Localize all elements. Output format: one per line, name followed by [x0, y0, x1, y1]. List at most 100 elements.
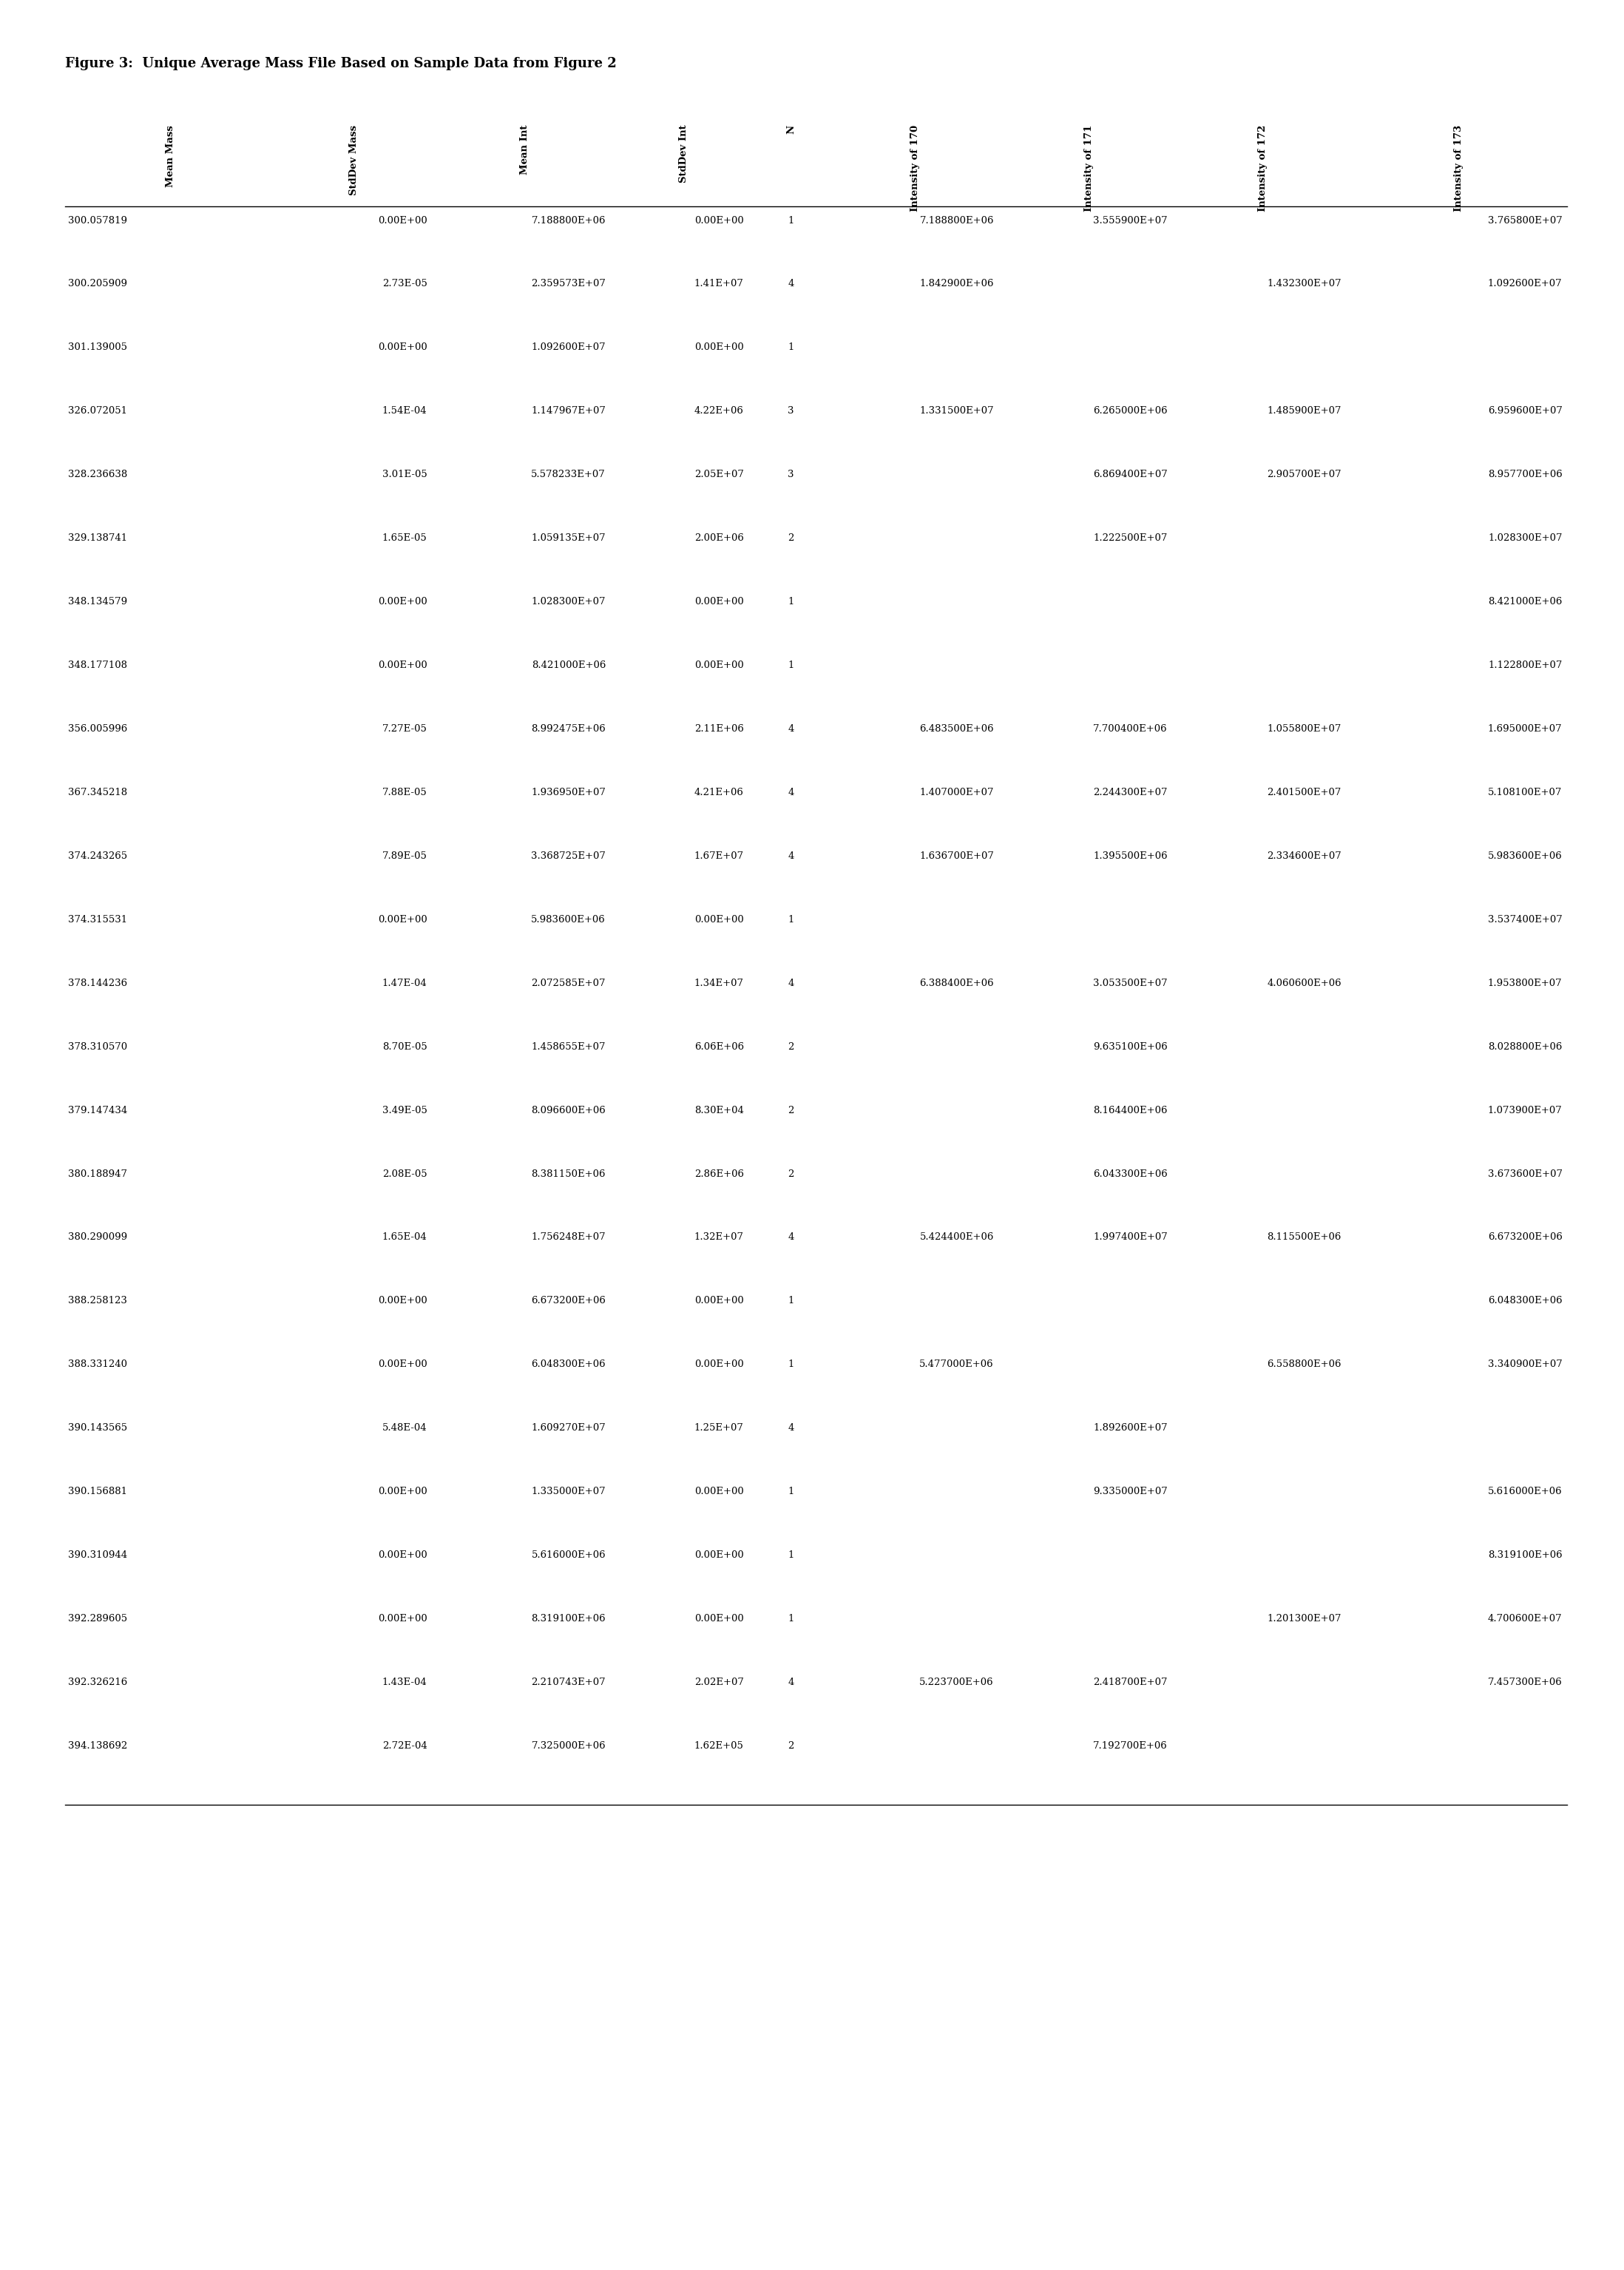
- Text: Intensity of 170: Intensity of 170: [911, 125, 919, 211]
- Text: 2.072585E+07: 2.072585E+07: [531, 978, 606, 987]
- Text: 5.223700E+06: 5.223700E+06: [919, 1678, 994, 1687]
- Text: 1.47E-04: 1.47E-04: [382, 978, 427, 987]
- Text: 1: 1: [788, 1614, 794, 1623]
- Text: 0.00E+00: 0.00E+00: [695, 597, 744, 606]
- Text: Figure 3:  Unique Average Mass File Based on Sample Data from Figure 2: Figure 3: Unique Average Mass File Based…: [65, 57, 617, 70]
- Text: 3.053500E+07: 3.053500E+07: [1093, 978, 1168, 987]
- Text: 2.02E+07: 2.02E+07: [695, 1678, 744, 1687]
- Text: 4.700600E+07: 4.700600E+07: [1488, 1614, 1562, 1623]
- Text: 390.310944: 390.310944: [68, 1550, 127, 1559]
- Text: 2.244300E+07: 2.244300E+07: [1093, 788, 1168, 797]
- Text: 8.992475E+06: 8.992475E+06: [531, 724, 606, 733]
- Text: 3.555900E+07: 3.555900E+07: [1093, 216, 1168, 225]
- Text: 4.22E+06: 4.22E+06: [695, 406, 744, 415]
- Text: Intensity of 171: Intensity of 171: [1085, 125, 1093, 211]
- Text: Intensity of 172: Intensity of 172: [1259, 125, 1267, 211]
- Text: 8.164400E+06: 8.164400E+06: [1093, 1105, 1168, 1115]
- Text: 5.108100E+07: 5.108100E+07: [1488, 788, 1562, 797]
- Text: Mean Mass: Mean Mass: [166, 125, 175, 186]
- Text: 3.49E-05: 3.49E-05: [382, 1105, 427, 1115]
- Text: 348.134579: 348.134579: [68, 597, 127, 606]
- Text: 0.00E+00: 0.00E+00: [695, 1296, 744, 1305]
- Text: 4: 4: [788, 1678, 794, 1687]
- Text: 1.43E-04: 1.43E-04: [382, 1678, 427, 1687]
- Text: 0.00E+00: 0.00E+00: [695, 1614, 744, 1623]
- Text: 1.092600E+07: 1.092600E+07: [531, 343, 606, 352]
- Text: 3: 3: [788, 470, 794, 479]
- Text: 4: 4: [788, 1423, 794, 1432]
- Text: 3: 3: [788, 406, 794, 415]
- Text: 0.00E+00: 0.00E+00: [695, 343, 744, 352]
- Text: 2.73E-05: 2.73E-05: [382, 279, 427, 288]
- Text: 0.00E+00: 0.00E+00: [695, 1360, 744, 1369]
- Text: 4: 4: [788, 1233, 794, 1242]
- Text: 0.00E+00: 0.00E+00: [378, 1550, 427, 1559]
- Text: 6.558800E+06: 6.558800E+06: [1267, 1360, 1341, 1369]
- Text: 1: 1: [788, 1550, 794, 1559]
- Text: Intensity of 173: Intensity of 173: [1453, 125, 1463, 211]
- Text: 6.06E+06: 6.06E+06: [693, 1042, 744, 1051]
- Text: 2: 2: [788, 1169, 794, 1178]
- Text: 348.177108: 348.177108: [68, 661, 127, 670]
- Text: 1.331500E+07: 1.331500E+07: [919, 406, 994, 415]
- Text: 0.00E+00: 0.00E+00: [695, 1550, 744, 1559]
- Text: 1.695000E+07: 1.695000E+07: [1488, 724, 1562, 733]
- Text: 2.418700E+07: 2.418700E+07: [1093, 1678, 1168, 1687]
- Text: 6.673200E+06: 6.673200E+06: [531, 1296, 606, 1305]
- Text: 3.340900E+07: 3.340900E+07: [1488, 1360, 1562, 1369]
- Text: 1: 1: [788, 661, 794, 670]
- Text: 2.86E+06: 2.86E+06: [693, 1169, 744, 1178]
- Text: 3.01E-05: 3.01E-05: [382, 470, 427, 479]
- Text: 0.00E+00: 0.00E+00: [695, 915, 744, 924]
- Text: 6.048300E+06: 6.048300E+06: [1488, 1296, 1562, 1305]
- Text: 374.243265: 374.243265: [68, 851, 127, 860]
- Text: 7.457300E+06: 7.457300E+06: [1488, 1678, 1562, 1687]
- Text: 4: 4: [788, 978, 794, 987]
- Text: 7.88E-05: 7.88E-05: [382, 788, 427, 797]
- Text: 1.756248E+07: 1.756248E+07: [531, 1233, 606, 1242]
- Text: 1: 1: [788, 216, 794, 225]
- Text: 392.326216: 392.326216: [68, 1678, 128, 1687]
- Text: 6.043300E+06: 6.043300E+06: [1093, 1169, 1168, 1178]
- Text: 8.957700E+06: 8.957700E+06: [1488, 470, 1562, 479]
- Text: 0.00E+00: 0.00E+00: [695, 661, 744, 670]
- Text: 5.477000E+06: 5.477000E+06: [919, 1360, 994, 1369]
- Text: 326.072051: 326.072051: [68, 406, 127, 415]
- Text: 6.869400E+07: 6.869400E+07: [1093, 470, 1168, 479]
- Text: 388.258123: 388.258123: [68, 1296, 127, 1305]
- Text: 374.315531: 374.315531: [68, 915, 127, 924]
- Text: 2: 2: [788, 533, 794, 543]
- Text: 2.401500E+07: 2.401500E+07: [1267, 788, 1341, 797]
- Text: 1.54E-04: 1.54E-04: [382, 406, 427, 415]
- Text: 1.842900E+06: 1.842900E+06: [919, 279, 994, 288]
- Text: 5.616000E+06: 5.616000E+06: [1488, 1487, 1562, 1496]
- Text: 1.25E+07: 1.25E+07: [695, 1423, 744, 1432]
- Text: 390.143565: 390.143565: [68, 1423, 127, 1432]
- Text: 2: 2: [788, 1741, 794, 1750]
- Text: 1.055800E+07: 1.055800E+07: [1267, 724, 1341, 733]
- Text: 3.765800E+07: 3.765800E+07: [1488, 216, 1562, 225]
- Text: 356.005996: 356.005996: [68, 724, 128, 733]
- Text: 1.636700E+07: 1.636700E+07: [919, 851, 994, 860]
- Text: 0.00E+00: 0.00E+00: [378, 597, 427, 606]
- Text: 2.05E+07: 2.05E+07: [695, 470, 744, 479]
- Text: 1.997400E+07: 1.997400E+07: [1093, 1233, 1168, 1242]
- Text: 6.048300E+06: 6.048300E+06: [531, 1360, 606, 1369]
- Text: StdDev Int: StdDev Int: [679, 125, 689, 184]
- Text: 9.635100E+06: 9.635100E+06: [1093, 1042, 1168, 1051]
- Text: 1.32E+07: 1.32E+07: [693, 1233, 744, 1242]
- Text: 8.115500E+06: 8.115500E+06: [1267, 1233, 1341, 1242]
- Text: 6.959600E+07: 6.959600E+07: [1488, 406, 1562, 415]
- Text: 0.00E+00: 0.00E+00: [378, 1614, 427, 1623]
- Text: 392.289605: 392.289605: [68, 1614, 127, 1623]
- Text: 6.673200E+06: 6.673200E+06: [1488, 1233, 1562, 1242]
- Text: 0.00E+00: 0.00E+00: [378, 661, 427, 670]
- Text: 367.345218: 367.345218: [68, 788, 127, 797]
- Text: 2.08E-05: 2.08E-05: [382, 1169, 427, 1178]
- Text: 5.48E-04: 5.48E-04: [382, 1423, 427, 1432]
- Text: 2.210743E+07: 2.210743E+07: [531, 1678, 606, 1687]
- Text: 1.892600E+07: 1.892600E+07: [1093, 1423, 1168, 1432]
- Text: 1.222500E+07: 1.222500E+07: [1093, 533, 1168, 543]
- Text: 1.62E+05: 1.62E+05: [695, 1741, 744, 1750]
- Text: 1.073900E+07: 1.073900E+07: [1488, 1105, 1562, 1115]
